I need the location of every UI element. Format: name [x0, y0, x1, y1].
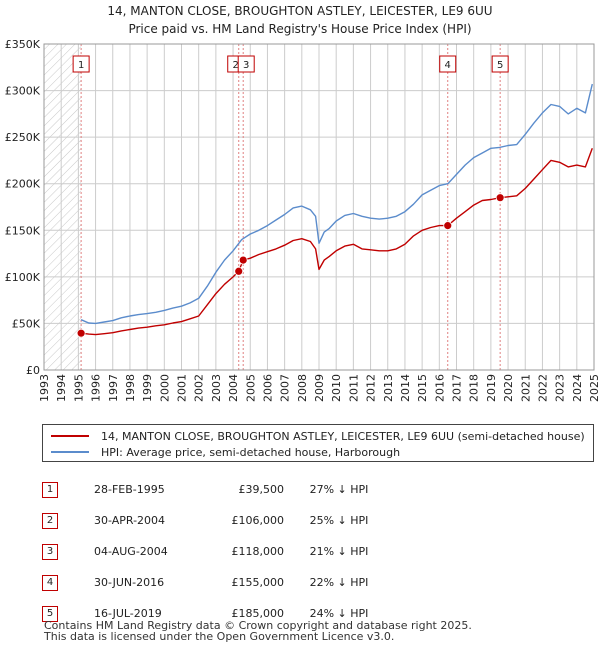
x-tick-label: 2019 [485, 374, 498, 402]
y-tick-label: £300K [5, 85, 41, 98]
transaction-hpi-diff: 27% ↓ HPI [309, 483, 369, 496]
legend-label-property: 14, MANTON CLOSE, BROUGHTON ASTLEY, LEIC… [101, 429, 585, 443]
footer-line-2: This data is licensed under the Open Gov… [44, 630, 395, 643]
y-tick-label: £0 [26, 364, 40, 377]
x-tick-label: 1998 [124, 374, 137, 402]
marker-label: 4 [445, 60, 451, 71]
x-tick-label: 2004 [227, 374, 240, 402]
transaction-row: 4 30-JUN-2016 £155,000 22% ↓ HPI [42, 567, 394, 598]
transaction-date: 30-APR-2004 [94, 514, 166, 527]
sale-point [76, 328, 86, 338]
footer-line-1: Contains HM Land Registry data © Crown c… [44, 619, 472, 632]
x-tick-label: 2022 [536, 374, 549, 402]
x-tick-label: 2009 [313, 374, 326, 402]
x-tick-label: 2017 [451, 374, 464, 402]
transaction-date: 16-JUL-2019 [94, 607, 162, 620]
x-tick-label: 1995 [72, 374, 85, 402]
y-tick-label: £250K [5, 131, 41, 144]
x-tick-label: 2023 [554, 374, 567, 402]
y-tick-label: £200K [5, 178, 41, 191]
transaction-price: £106,000 [231, 514, 285, 527]
transaction-row: 3 04-AUG-2004 £118,000 21% ↓ HPI [42, 536, 394, 567]
legend-swatch-property [51, 435, 89, 437]
transaction-date: 30-JUN-2016 [94, 576, 165, 589]
sale-point [443, 221, 453, 231]
x-tick-label: 2024 [571, 374, 584, 402]
transaction-number: 3 [42, 543, 58, 560]
x-tick-label: 2012 [365, 374, 378, 402]
transaction-number: 4 [42, 574, 58, 591]
x-tick-label: 2003 [210, 374, 223, 402]
marker-label: 1 [78, 60, 84, 71]
x-tick-label: 2013 [382, 374, 395, 402]
x-tick-label: 2005 [244, 374, 257, 402]
pre-data-hatch [44, 44, 82, 370]
y-tick-label: £150K [5, 224, 41, 237]
title-line-2: Price paid vs. HM Land Registry's House … [128, 22, 472, 36]
sale-point [495, 193, 505, 203]
x-tick-label: 2007 [279, 374, 292, 402]
transaction-hpi-diff: 22% ↓ HPI [309, 576, 369, 589]
y-tick-label: £350K [5, 38, 41, 51]
marker-label: 3 [243, 60, 249, 71]
x-tick-label: 2010 [330, 374, 343, 402]
chart-title: 14, MANTON CLOSE, BROUGHTON ASTLEY, LEIC… [0, 2, 600, 38]
hpi-line [80, 83, 593, 325]
legend: 14, MANTON CLOSE, BROUGHTON ASTLEY, LEIC… [42, 424, 594, 462]
marker-box [72, 55, 90, 73]
y-tick-label: £100K [5, 271, 41, 284]
title-line-1: 14, MANTON CLOSE, BROUGHTON ASTLEY, LEIC… [107, 4, 493, 18]
x-tick-label: 1996 [90, 374, 103, 402]
transaction-number: 2 [42, 512, 58, 529]
transaction-hpi-diff: 24% ↓ HPI [309, 607, 369, 620]
x-tick-label: 1999 [141, 374, 154, 402]
property-price-line [81, 148, 593, 336]
marker-label: 5 [497, 60, 503, 71]
legend-item-property: 14, MANTON CLOSE, BROUGHTON ASTLEY, LEIC… [51, 428, 585, 444]
x-tick-label: 2020 [502, 374, 515, 402]
x-tick-label: 2002 [193, 374, 206, 402]
sale-point [238, 255, 248, 265]
marker-label: 2 [233, 60, 239, 71]
x-tick-label: 2018 [468, 374, 481, 402]
marker-box [491, 55, 509, 73]
transaction-number: 1 [42, 481, 58, 498]
x-tick-label: 1997 [107, 374, 120, 402]
legend-swatch-hpi [51, 451, 89, 453]
x-tick-label: 2021 [519, 374, 532, 402]
transaction-price: £185,000 [231, 607, 285, 620]
transaction-number: 5 [42, 605, 58, 622]
transaction-date: 04-AUG-2004 [94, 545, 168, 558]
x-tick-label: 1993 [38, 374, 51, 402]
transaction-price: £39,500 [238, 483, 285, 496]
transactions-table: 1 28-FEB-1995 £39,500 27% ↓ HPI 2 30-APR-2004… [42, 474, 394, 629]
transaction-hpi-diff: 25% ↓ HPI [309, 514, 369, 527]
x-tick-label: 1994 [55, 374, 68, 402]
x-tick-label: 2011 [347, 374, 360, 402]
x-tick-label: 2016 [433, 374, 446, 402]
transaction-row: 5 16-JUL-2019 £185,000 24% ↓ HPI [42, 598, 394, 629]
legend-item-hpi: HPI: Average price, semi-detached house,… [51, 444, 400, 460]
transaction-hpi-diff: 21% ↓ HPI [309, 545, 369, 558]
transaction-row: 1 28-FEB-1995 £39,500 27% ↓ HPI [42, 474, 394, 505]
x-tick-label: 2008 [296, 374, 309, 402]
x-tick-label: 2006 [261, 374, 274, 402]
legend-label-hpi: HPI: Average price, semi-detached house,… [101, 445, 401, 459]
transaction-price: £155,000 [231, 576, 285, 589]
y-tick-label: £50K [12, 317, 41, 330]
x-tick-label: 2015 [416, 374, 429, 402]
x-tick-label: 2014 [399, 374, 412, 402]
x-tick-label: 2001 [176, 374, 189, 402]
sale-point [234, 266, 244, 276]
transaction-price: £118,000 [231, 545, 285, 558]
x-tick-label: 2000 [158, 374, 171, 402]
marker-box [439, 55, 457, 73]
transaction-date: 28-FEB-1995 [94, 483, 165, 496]
marker-box [237, 55, 255, 73]
transaction-row: 2 30-APR-2004 £106,000 25% ↓ HPI [42, 505, 394, 536]
plot-frame [43, 43, 595, 371]
footer: Contains HM Land Registry data © Crown c… [44, 620, 472, 642]
x-tick-label: 2025 [588, 374, 600, 402]
